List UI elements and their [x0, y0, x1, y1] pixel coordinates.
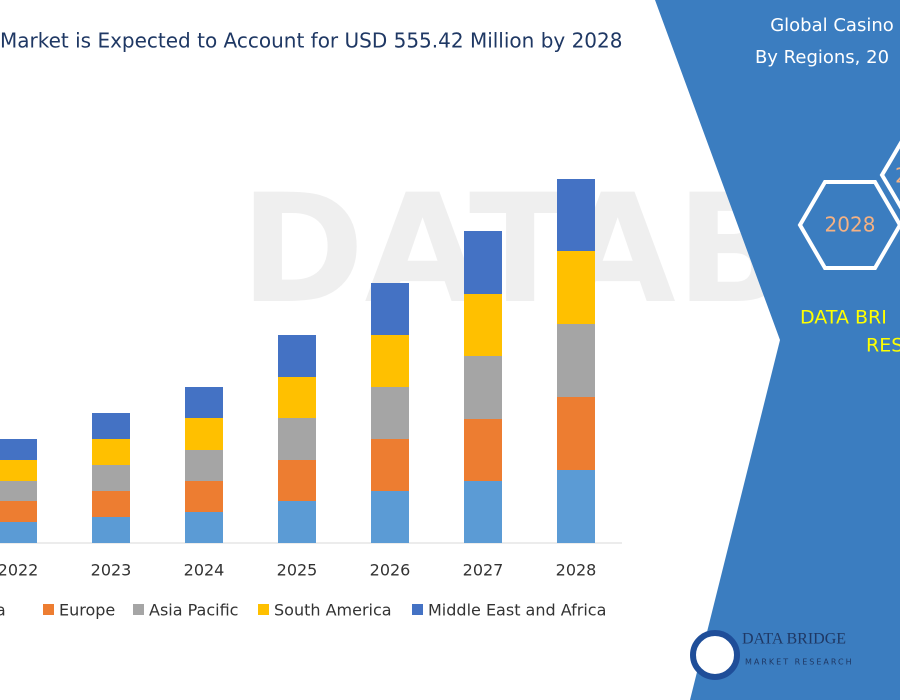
bar-segment [557, 470, 595, 543]
bar-segment [185, 418, 223, 450]
legend-swatch [133, 604, 144, 615]
bar-segment [557, 324, 595, 397]
bar-segment [371, 439, 409, 491]
legend-label: South America [274, 601, 392, 620]
brand-text: DATA BRI [800, 307, 887, 329]
bar-segment [185, 512, 223, 543]
legend-swatch [43, 604, 54, 615]
bar-segment [371, 387, 409, 439]
bar-segment [464, 294, 502, 356]
bar-segment [464, 419, 502, 481]
bar-segment [464, 231, 502, 294]
hexagon-label: 2028 [825, 213, 876, 237]
logo-tagline: MARKET RESEARCH [745, 658, 854, 667]
legend-swatch [412, 604, 423, 615]
logo-name: DATA BRIDGE [742, 631, 846, 648]
bar-segment [371, 283, 409, 335]
bar-segment [278, 418, 316, 460]
bar-segment [557, 397, 595, 470]
x-tick-label: 2027 [463, 561, 504, 580]
x-tick-label: 2022 [0, 561, 38, 580]
bar-segment [0, 481, 37, 501]
bar-segment [0, 460, 37, 481]
chart-title: Market is Expected to Account for USD 55… [0, 29, 622, 53]
bar-segment [185, 450, 223, 481]
x-tick-label: 2025 [277, 561, 318, 580]
bar-segment [185, 387, 223, 418]
legend-label: rica [0, 601, 6, 620]
legend-label: Europe [59, 601, 115, 620]
logo: DATA BRIDGE MARKET RESEARCH [690, 630, 854, 680]
bar-segment [92, 517, 130, 543]
bar-segment [185, 481, 223, 512]
bar-segment [371, 335, 409, 387]
bar-segment [92, 413, 130, 439]
bar-segment [464, 356, 502, 419]
bar-segment [371, 491, 409, 543]
x-tick-label: 2024 [184, 561, 225, 580]
hexagon [797, 180, 900, 270]
legend-label: Asia Pacific [149, 601, 238, 620]
bar-segment [278, 377, 316, 418]
bar-segment [278, 335, 316, 377]
bar-segment [92, 465, 130, 491]
x-tick-label: 2023 [91, 561, 132, 580]
logo-icon [690, 630, 740, 680]
x-tick-label: 2028 [556, 561, 597, 580]
panel-title: Global Casino [770, 15, 894, 36]
bar-segment [0, 501, 37, 522]
bar-segment [557, 179, 595, 251]
bar-segment [92, 491, 130, 517]
legend-label: Middle East and Africa [428, 601, 606, 620]
bar-segment [278, 501, 316, 543]
bar-segment [92, 439, 130, 465]
side-panel [655, 0, 900, 700]
legend-swatch [258, 604, 269, 615]
brand-text: RES [866, 335, 900, 357]
bar-segment [278, 460, 316, 501]
bar-segment [557, 251, 595, 324]
bar-segment [464, 481, 502, 543]
bar-segment [0, 522, 37, 543]
bar-segment [0, 439, 37, 460]
hexagon-label: 2 [895, 164, 900, 188]
panel-title: By Regions, 20 [755, 47, 889, 68]
x-tick-label: 2026 [370, 561, 411, 580]
